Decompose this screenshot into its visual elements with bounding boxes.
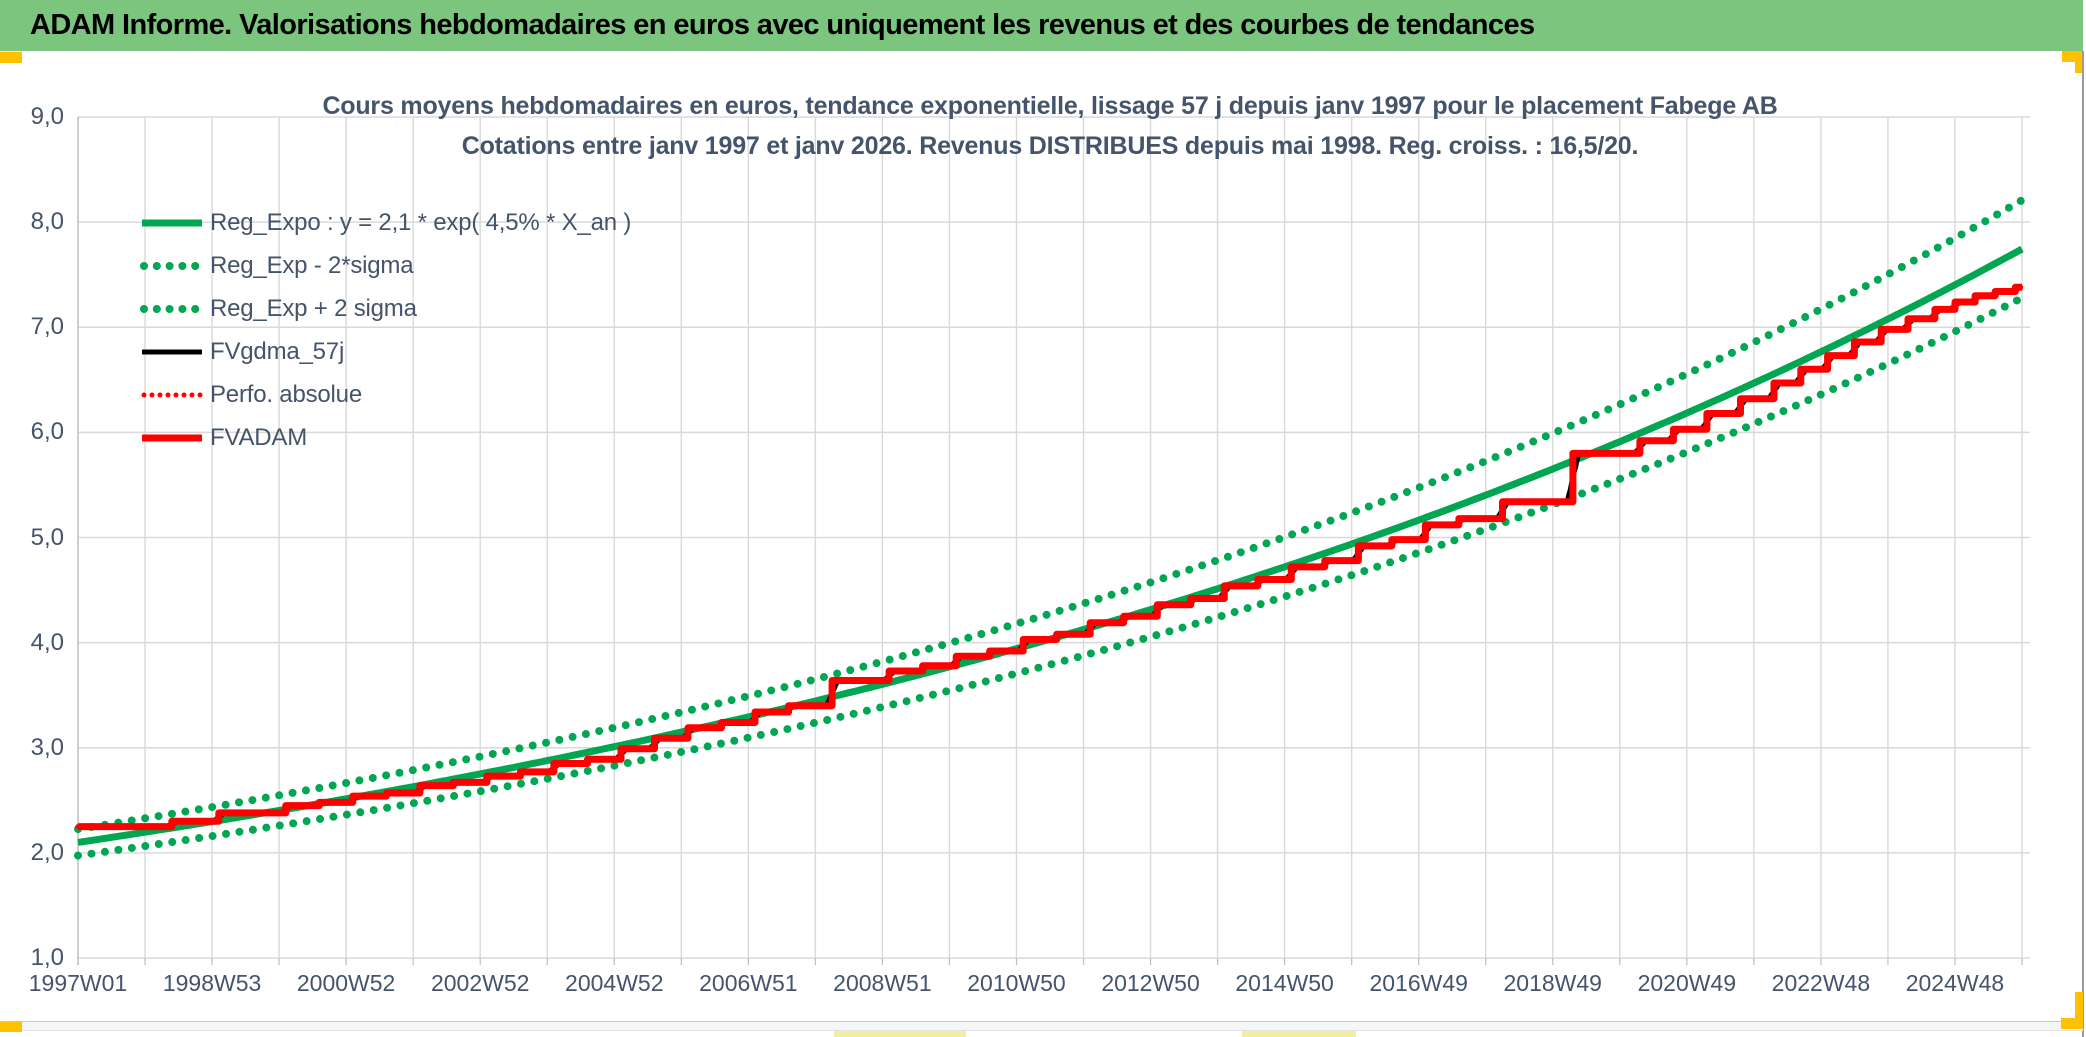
x-tick-label: 2016W49 [1369,970,1468,996]
y-tick-label: 7,0 [30,313,64,341]
y-tick-label: 2,0 [30,838,64,866]
legend-label: Reg_Exp - 2*sigma [210,252,414,279]
legend-item: Reg_Expo : y = 2,1 * exp( 4,5% * X_an ) [140,206,631,240]
y-tick-label: 9,0 [30,103,64,130]
legend-item: Reg_Exp + 2 sigma [140,292,417,326]
legend-swatch-dotted-line-icon [140,262,204,270]
x-tick-label: 1997W01 [28,970,128,996]
x-tick-label: 2006W51 [699,970,798,996]
chart-title-line2: Cotations entre janv 1997 et janv 2026. … [461,132,1639,160]
header-title: ADAM Informe. Valorisations hebdomadaire… [30,9,1535,41]
legend-label: Reg_Exp + 2 sigma [210,295,417,322]
x-tick-label: 2010W50 [967,970,1066,996]
corner-accent-top-right-v [2075,51,2083,73]
corner-accent-top-left [0,52,22,63]
chart-title-line1: Cours moyens hebdomadaires en euros, ten… [322,92,1778,120]
series-fvadam [78,283,2022,831]
bottom-border-line [0,1021,2083,1022]
legend-item: Perfo. absolue [140,378,362,412]
legend-item: FVgdma_57j [140,335,344,369]
legend-swatch-solid-line-icon [142,219,202,227]
gridlines [77,116,2030,965]
legend-swatch-dotted-line-icon [140,305,204,313]
legend-label: Reg_Expo : y = 2,1 * exp( 4,5% * X_an ) [210,209,632,236]
series-reg-exp-2-sigma [74,196,2026,834]
corner-accent-bottom-left [0,1022,22,1032]
series-fvgdma-57j [76,284,2024,830]
legend-label: Perfo. absolue [210,381,362,408]
legend-swatch-solid-line-icon [142,349,202,355]
x-tick-label: 2004W52 [565,970,664,996]
bottom-border-line-2 [0,1030,2083,1031]
corner-accent-top-right-h [2062,51,2083,62]
series-perfo-absolue [75,284,2025,830]
legend-label: FVADAM [210,424,308,451]
x-tick-label: 2018W49 [1503,970,1602,996]
x-tick-label: 2020W49 [1637,970,1737,996]
y-tick-label: 1,0 [30,944,64,971]
app-header: ADAM Informe. Valorisations hebdomadaire… [0,0,2083,51]
x-tick-label: 2008W51 [833,970,932,996]
y-tick-label: 8,0 [30,208,64,236]
legend-swatch-solid-line-icon [142,434,202,442]
corner-accent-bottom-right-v [2075,992,2083,1029]
right-edge-border [2082,51,2084,1037]
x-tick-label: 2014W50 [1235,970,1334,996]
bottom-highlight-2 [1242,1031,1356,1037]
legend-item: FVADAM [140,421,307,455]
x-tick-label: 2002W52 [430,970,530,996]
x-tick-label: 1998W53 [162,970,262,996]
x-tick-label: 2022W48 [1771,970,1871,996]
bottom-strip [0,1022,2083,1030]
y-tick-label: 6,0 [30,418,64,446]
y-tick-label: 3,0 [30,733,64,761]
x-tick-label: 2012W50 [1101,970,1200,996]
y-tick-label: 4,0 [30,628,64,656]
series-reg-expo-y-2-1-exp-4-5-x-an [77,245,2024,846]
corner-accent-bottom-right-h [2061,1018,2083,1029]
bottom-highlight-1 [834,1031,966,1037]
legend-swatch-dotted-line-icon [141,392,204,398]
y-tick-label: 5,0 [30,523,64,551]
x-tick-label: 2024W48 [1905,970,2005,996]
legend-item: Reg_Exp - 2*sigma [140,249,414,283]
legend-label: FVgdma_57j [210,338,345,365]
x-tick-label: 2000W52 [296,970,396,996]
series-reg-exp-2-sigma [74,293,2026,860]
